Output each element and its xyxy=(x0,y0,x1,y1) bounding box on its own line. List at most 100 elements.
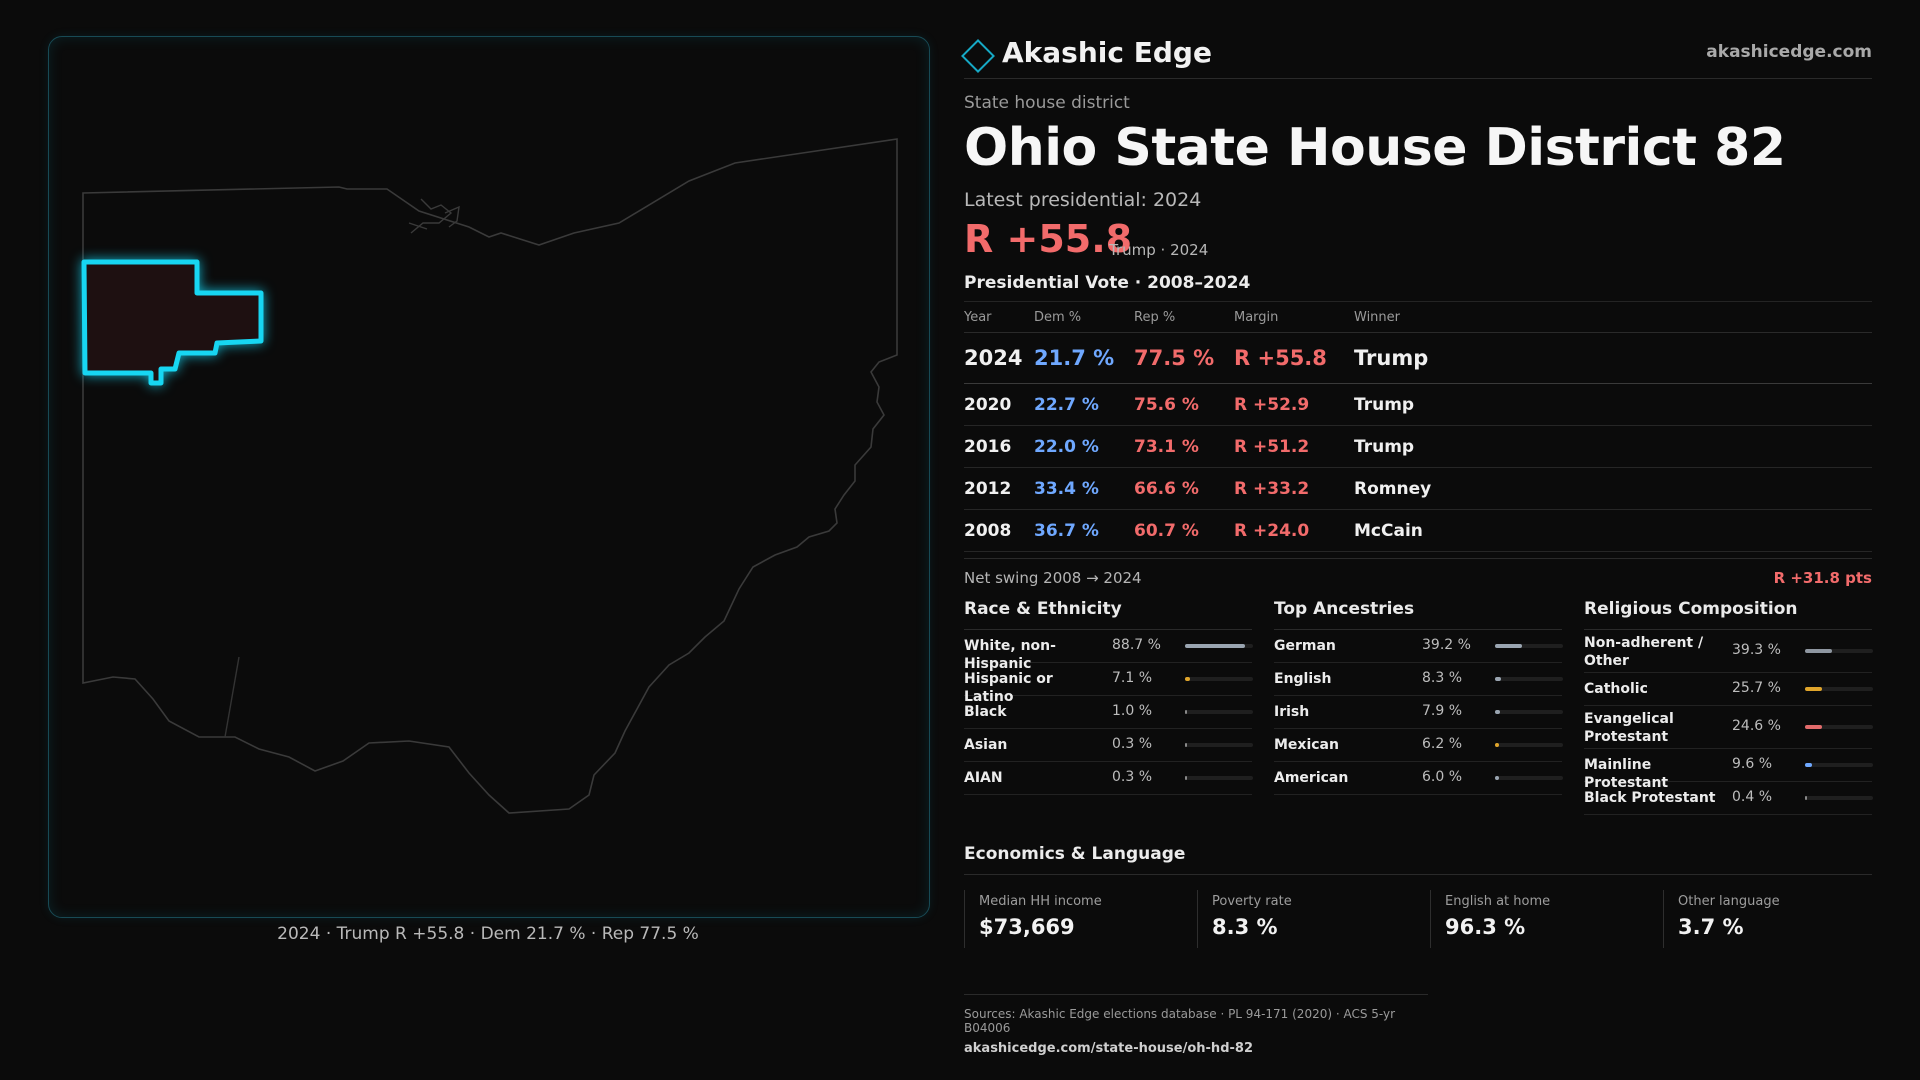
economics-title: Economics & Language xyxy=(964,844,1872,875)
page-title: Ohio State House District 82 xyxy=(964,118,1786,178)
item-label: Catholic xyxy=(1584,681,1648,697)
econ-label: Other language xyxy=(1678,894,1780,909)
demographics-section: Race & Ethnicity White, non-Hispanic 88.7… xyxy=(964,599,1873,839)
item-label: Mainline Protestant xyxy=(1584,757,1669,791)
district-map-panel[interactable] xyxy=(48,36,930,918)
item-label: AIAN xyxy=(964,770,1003,786)
item-label: German xyxy=(1274,638,1336,654)
bar-track xyxy=(1185,743,1253,747)
ohio-state-outline xyxy=(82,138,898,814)
list-item: Irish 7.9 % xyxy=(1274,696,1563,729)
religious-composition-title: Religious Composition xyxy=(1584,599,1872,630)
net-swing-label: Net swing 2008 → 2024 xyxy=(964,569,1142,587)
bar-fill xyxy=(1805,725,1822,729)
row-year: 2012 xyxy=(964,467,1034,510)
item-label: Asian xyxy=(964,737,1008,753)
list-item: Mainline Protestant 9.6 % xyxy=(1584,749,1873,791)
other-language-card: Other language 3.7 % xyxy=(1663,890,1881,948)
header-rep: Rep % xyxy=(1134,302,1234,333)
list-item: American 6.0 % xyxy=(1274,762,1563,795)
row-rep: 73.1 % xyxy=(1134,425,1234,468)
brand-header: Akashic Edge akashicedge.com xyxy=(961,30,1872,79)
footer-link[interactable]: akashicedge.com/state-house/oh-hd-82 xyxy=(964,1041,1253,1056)
econ-label: English at home xyxy=(1445,894,1551,909)
row-year: 2024 xyxy=(964,332,1034,384)
bar-track xyxy=(1495,743,1563,747)
top-ancestries-title: Top Ancestries xyxy=(1274,599,1562,630)
item-percent: 6.0 % xyxy=(1422,769,1463,785)
bar-fill xyxy=(1185,776,1187,780)
row-margin: R +24.0 xyxy=(1234,509,1354,552)
ohio-map[interactable] xyxy=(49,37,929,917)
bar-fill xyxy=(1805,687,1822,691)
econ-value: 3.7 % xyxy=(1678,915,1744,939)
econ-value: 8.3 % xyxy=(1212,915,1278,939)
district-82-outline[interactable] xyxy=(81,259,264,386)
row-year: 2020 xyxy=(964,383,1034,426)
item-percent: 9.6 % xyxy=(1732,756,1773,772)
map-caption: 2024 · Trump R +55.8 · Dem 21.7 % · Rep … xyxy=(277,924,699,944)
item-label: White, non-Hispanic xyxy=(964,638,1056,672)
list-item: Evangelical Protestant 24.6 % xyxy=(1584,706,1873,749)
item-percent: 8.3 % xyxy=(1422,670,1463,686)
row-rep: 75.6 % xyxy=(1134,383,1234,426)
row-dem: 36.7 % xyxy=(1034,509,1134,552)
item-percent: 7.1 % xyxy=(1112,670,1153,686)
presidential-vote-table: Year Dem % Rep % Margin Winner 2024 21.7… xyxy=(964,302,1872,552)
item-percent: 7.9 % xyxy=(1422,703,1463,719)
item-percent: 39.3 % xyxy=(1732,642,1781,658)
item-percent: 0.4 % xyxy=(1732,789,1773,805)
bar-fill xyxy=(1495,710,1500,714)
item-percent: 0.3 % xyxy=(1112,736,1153,752)
header-winner: Winner xyxy=(1354,302,1872,333)
item-label: Mexican xyxy=(1274,737,1339,753)
bar-track xyxy=(1495,644,1563,648)
item-percent: 24.6 % xyxy=(1732,718,1781,734)
econ-value: $73,669 xyxy=(979,915,1075,939)
econ-value: 96.3 % xyxy=(1445,915,1526,939)
latest-presidential: Latest presidential: 2024 xyxy=(964,189,1202,211)
median-income-card: Median HH income $73,669 xyxy=(964,890,1182,948)
item-label: English xyxy=(1274,671,1332,687)
brand-url[interactable]: akashicedge.com xyxy=(1706,42,1872,62)
bar-fill xyxy=(1805,763,1812,767)
bar-fill xyxy=(1185,710,1187,714)
item-percent: 88.7 % xyxy=(1112,637,1161,653)
econ-label: Median HH income xyxy=(979,894,1102,909)
item-percent: 25.7 % xyxy=(1732,680,1781,696)
bar-track xyxy=(1495,677,1563,681)
row-winner: Romney xyxy=(1354,467,1872,510)
bar-track xyxy=(1805,796,1873,800)
bar-fill xyxy=(1805,649,1832,653)
bar-fill xyxy=(1495,743,1499,747)
race-ethnicity-panel: Race & Ethnicity White, non-Hispanic 88.7… xyxy=(964,599,1253,795)
row-winner: Trump xyxy=(1354,383,1872,426)
bar-track xyxy=(1495,710,1563,714)
lake-erie-islands xyxy=(408,198,460,234)
list-item: Catholic 25.7 % xyxy=(1584,673,1873,706)
headline-margin: R +55.8 xyxy=(964,217,1133,261)
item-label: Non-adherent / Other xyxy=(1584,635,1704,669)
row-rep: 77.5 % xyxy=(1134,332,1234,384)
brand-name[interactable]: Akashic Edge xyxy=(1002,36,1212,69)
bar-track xyxy=(1185,710,1253,714)
internal-boundary-line xyxy=(224,656,240,738)
list-item: Non-adherent / Other 39.3 % xyxy=(1584,630,1873,673)
table-row: 2012 33.4 % 66.6 % R +33.2 Romney xyxy=(964,467,1872,510)
net-swing-value: R +31.8 pts xyxy=(1773,569,1872,587)
bar-fill xyxy=(1185,644,1245,648)
row-dem: 33.4 % xyxy=(1034,467,1134,510)
row-margin: R +51.2 xyxy=(1234,425,1354,468)
footer: Sources: Akashic Edge elections database… xyxy=(964,994,1428,1056)
economics-cards: Median HH income $73,669 Poverty rate 8.… xyxy=(964,890,1872,950)
bar-fill xyxy=(1185,743,1187,747)
row-dem: 22.0 % xyxy=(1034,425,1134,468)
net-swing-row: Net swing 2008 → 2024 R +31.8 pts xyxy=(964,558,1872,593)
row-dem: 21.7 % xyxy=(1034,332,1134,384)
row-margin: R +55.8 xyxy=(1234,332,1354,384)
top-ancestries-panel: Top Ancestries German 39.2 % English 8.3 % I… xyxy=(1274,599,1563,795)
presidential-vote-title: Presidential Vote · 2008–2024 xyxy=(964,273,1872,302)
item-percent: 6.2 % xyxy=(1422,736,1463,752)
row-winner: McCain xyxy=(1354,509,1872,552)
bar-track xyxy=(1805,649,1873,653)
